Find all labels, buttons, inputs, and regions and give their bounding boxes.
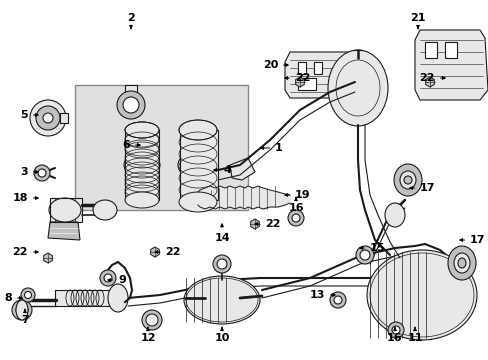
Ellipse shape (333, 296, 341, 304)
Ellipse shape (179, 120, 217, 140)
Text: 13: 13 (309, 290, 334, 300)
Ellipse shape (213, 255, 230, 273)
Text: 22: 22 (155, 247, 180, 257)
Text: 16: 16 (287, 197, 303, 213)
Ellipse shape (12, 300, 32, 320)
Polygon shape (150, 247, 159, 257)
Text: 9: 9 (108, 275, 125, 285)
Ellipse shape (453, 253, 469, 273)
Ellipse shape (178, 151, 218, 179)
Ellipse shape (457, 258, 465, 268)
Bar (444, 42, 456, 58)
Ellipse shape (117, 91, 145, 119)
Ellipse shape (403, 176, 411, 184)
Bar (297, 78, 315, 90)
Ellipse shape (384, 203, 404, 227)
Ellipse shape (123, 97, 139, 113)
Ellipse shape (16, 304, 28, 316)
Ellipse shape (391, 326, 399, 334)
Text: 22: 22 (419, 73, 444, 83)
Text: 7: 7 (21, 309, 29, 325)
Ellipse shape (387, 322, 403, 338)
Ellipse shape (49, 198, 81, 222)
Ellipse shape (399, 171, 415, 189)
Ellipse shape (21, 288, 35, 302)
Ellipse shape (355, 246, 373, 264)
Bar (125, 130, 159, 200)
Text: 2: 2 (127, 13, 135, 29)
Text: 11: 11 (407, 327, 422, 343)
Ellipse shape (393, 164, 421, 196)
Text: 22: 22 (254, 219, 280, 229)
Ellipse shape (142, 310, 162, 330)
Ellipse shape (366, 250, 476, 340)
Ellipse shape (146, 314, 158, 326)
Ellipse shape (183, 276, 260, 324)
Bar (50, 198, 82, 222)
Text: 21: 21 (409, 13, 425, 29)
Ellipse shape (124, 153, 160, 177)
Ellipse shape (108, 284, 128, 312)
Ellipse shape (30, 100, 66, 136)
Bar (180, 130, 218, 200)
Polygon shape (250, 219, 259, 229)
Text: 16: 16 (386, 327, 402, 343)
Bar (180, 130, 218, 200)
Ellipse shape (217, 259, 226, 269)
Text: 3: 3 (20, 167, 38, 177)
Bar (313, 62, 321, 74)
Bar (50, 198, 82, 222)
Ellipse shape (93, 200, 117, 220)
Bar (55, 290, 117, 306)
Ellipse shape (34, 165, 50, 181)
Text: 19: 19 (285, 190, 310, 200)
Text: 5: 5 (20, 110, 38, 120)
Polygon shape (285, 52, 367, 98)
Ellipse shape (329, 292, 346, 308)
Ellipse shape (291, 214, 299, 222)
Text: 17: 17 (459, 235, 485, 245)
Ellipse shape (16, 300, 28, 320)
Ellipse shape (125, 122, 159, 138)
Ellipse shape (24, 292, 31, 298)
Polygon shape (229, 158, 254, 180)
Ellipse shape (359, 250, 369, 260)
Polygon shape (414, 30, 487, 100)
Bar (55, 290, 117, 306)
Text: 6: 6 (122, 140, 140, 150)
Text: 20: 20 (262, 60, 287, 70)
Text: 1: 1 (260, 143, 282, 153)
Text: 22: 22 (285, 73, 310, 83)
Ellipse shape (43, 113, 53, 123)
Ellipse shape (104, 274, 112, 282)
Bar (424, 42, 436, 58)
Bar (125, 85, 137, 107)
Polygon shape (425, 77, 433, 87)
Ellipse shape (38, 169, 46, 177)
Text: 12: 12 (140, 327, 156, 343)
Ellipse shape (179, 192, 217, 212)
Ellipse shape (125, 192, 159, 208)
Polygon shape (75, 85, 247, 210)
Text: 18: 18 (13, 193, 38, 203)
Text: 22: 22 (13, 247, 38, 257)
Polygon shape (43, 253, 52, 263)
Text: 15: 15 (359, 243, 385, 253)
Ellipse shape (447, 246, 475, 280)
Bar (297, 62, 305, 74)
Text: 4: 4 (213, 165, 231, 175)
Ellipse shape (36, 106, 60, 130)
Text: 17: 17 (409, 183, 435, 193)
Bar (125, 130, 159, 200)
Text: 14: 14 (214, 224, 229, 243)
Text: 10: 10 (214, 327, 229, 343)
Ellipse shape (327, 50, 387, 126)
Text: 8: 8 (4, 293, 22, 303)
Polygon shape (48, 222, 80, 240)
Bar (60, 113, 68, 123)
Ellipse shape (287, 210, 304, 226)
Ellipse shape (100, 270, 116, 286)
Polygon shape (295, 77, 304, 87)
